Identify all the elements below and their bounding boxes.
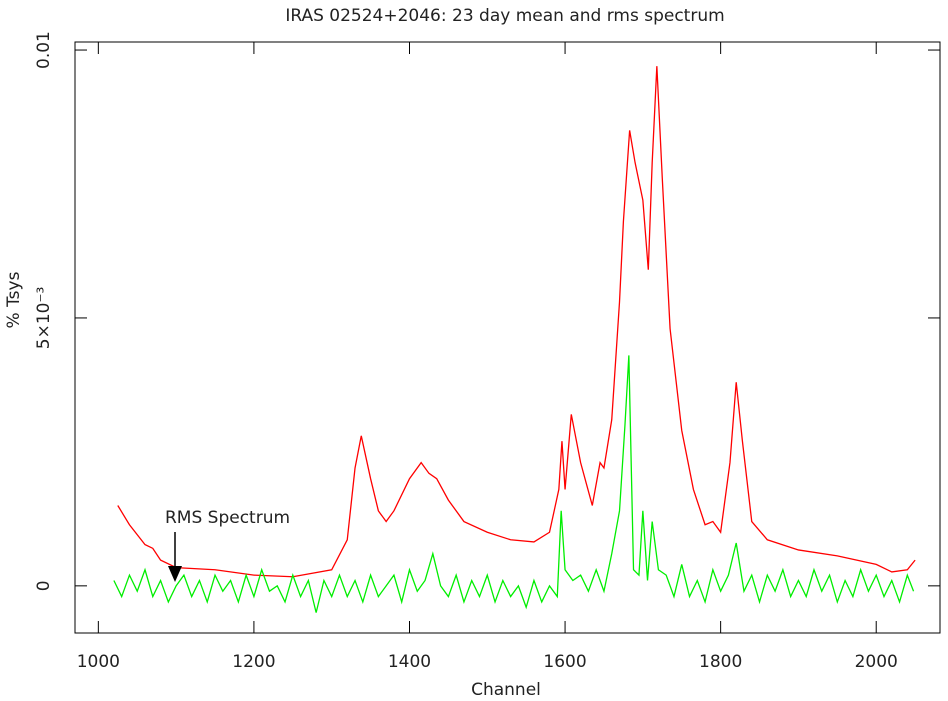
x-axis-label: Channel	[471, 680, 541, 700]
x-tick-label: 1600	[543, 652, 586, 672]
x-tick-label: 1400	[388, 652, 431, 672]
plot-frame	[74, 41, 941, 634]
x-tick-label: 1200	[232, 652, 275, 672]
y-tick-label: 5×10⁻³	[34, 287, 54, 349]
spectrum-line	[117, 66, 916, 578]
annotation: RMS Spectrum	[165, 508, 290, 528]
x-tick-label: 1000	[77, 652, 120, 672]
chart-title: IRAS 02524+2046: 23 day mean and rms spe…	[285, 6, 724, 26]
annotation-arrowhead	[168, 566, 182, 582]
x-tick-label: 1800	[699, 652, 742, 672]
y-tick-label: 0.01	[34, 31, 54, 69]
y-axis-label: % Tsys	[4, 271, 24, 328]
y-tick-label: 0	[34, 580, 54, 591]
spectrum-line	[113, 355, 915, 613]
x-tick-label: 2000	[855, 652, 898, 672]
